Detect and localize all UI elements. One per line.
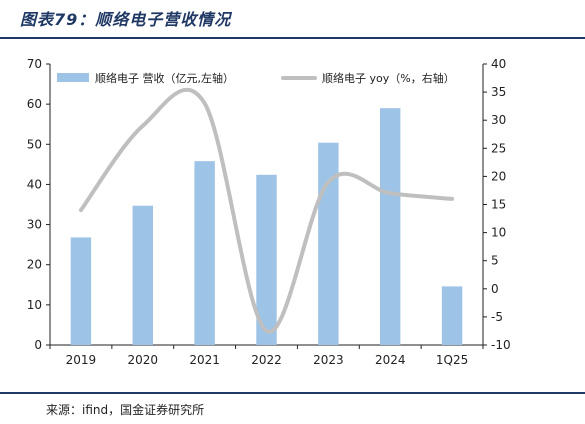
- bar-revenue: [256, 174, 277, 345]
- bar-revenue: [194, 161, 215, 345]
- y-left-tick-label: 30: [27, 218, 42, 232]
- y-right-tick-label: 15: [491, 198, 506, 212]
- x-tick-label: 2023: [313, 353, 344, 367]
- bar-revenue: [70, 237, 92, 345]
- y-left-tick-label: 10: [27, 298, 42, 312]
- y-left-tick-label: 20: [27, 258, 42, 272]
- x-tick-label: 2020: [128, 353, 159, 367]
- x-tick-label: 1Q25: [436, 353, 468, 367]
- y-left-tick-label: 40: [27, 177, 42, 191]
- y-right-tick-label: 10: [491, 226, 506, 240]
- y-left-tick-label: 70: [27, 57, 42, 71]
- y-right-tick-label: 5: [491, 254, 499, 268]
- y-left-tick-label: 0: [34, 338, 42, 352]
- legend-swatch-revenue: [57, 73, 89, 82]
- source-rule: [0, 392, 585, 394]
- bar-revenue: [380, 108, 401, 346]
- y-right-tick-label: -5: [491, 310, 503, 324]
- bar-revenue: [441, 286, 463, 345]
- y-right-tick-label: 35: [491, 85, 506, 99]
- x-tick-label: 2021: [189, 353, 220, 367]
- title-rule: [0, 37, 585, 39]
- figure-title: 图表79：顺络电子营收情况: [20, 10, 232, 29]
- y-right-tick-label: 0: [491, 282, 499, 296]
- bar-revenue: [318, 142, 339, 345]
- x-tick-label: 2019: [66, 353, 97, 367]
- y-left-tick-label: 50: [27, 137, 42, 151]
- y-left-tick-label: 60: [27, 97, 42, 111]
- x-tick-label: 2024: [375, 353, 406, 367]
- source-note: 来源：ifind，国金证券研究所: [46, 403, 205, 417]
- y-right-tick-label: 30: [491, 113, 506, 127]
- y-right-tick-label: 20: [491, 169, 506, 183]
- y-right-tick-label: -10: [491, 338, 511, 352]
- bar-revenue: [132, 205, 153, 345]
- legend-label-revenue: 顺络电子 营收（亿元,左轴）: [95, 71, 234, 85]
- y-right-tick-label: 25: [491, 141, 506, 155]
- legend-label-yoy: 顺络电子 yoy（%，右轴）: [322, 71, 455, 85]
- y-right-tick-label: 40: [491, 57, 506, 71]
- x-tick-label: 2022: [251, 353, 282, 367]
